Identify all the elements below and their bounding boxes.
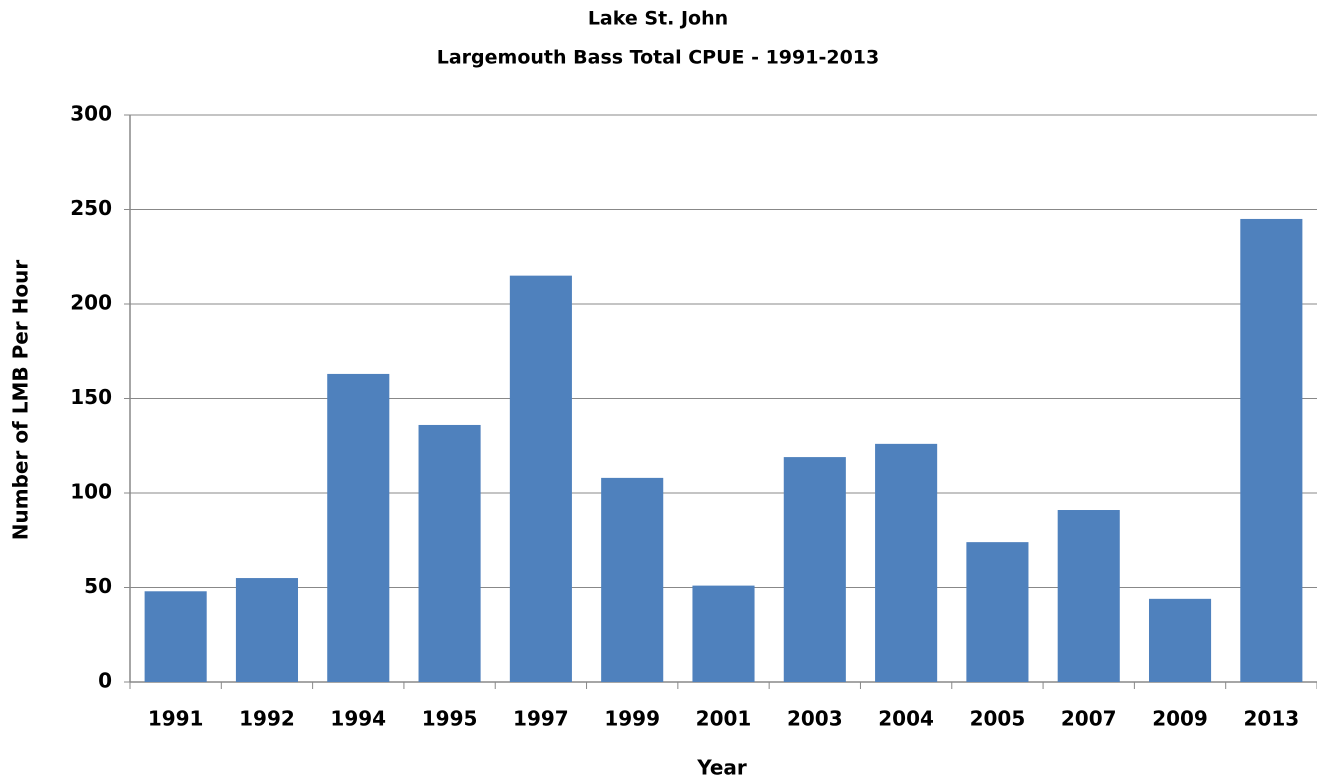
bar (1057, 510, 1120, 682)
y-tick-label: 0 (98, 669, 112, 693)
bar (144, 591, 207, 682)
x-tick-label: 2007 (1061, 707, 1117, 731)
x-tick-label: 1995 (422, 707, 478, 731)
bar (601, 477, 664, 682)
y-axis-title: Number of LMB Per Hour (9, 260, 33, 541)
x-tick-label: 1997 (513, 707, 569, 731)
x-axis-title: Year (696, 756, 747, 780)
bar (1148, 598, 1212, 682)
y-tick-label: 150 (70, 385, 112, 409)
bar (327, 373, 390, 682)
bar (235, 578, 299, 682)
bar (966, 542, 1029, 682)
x-tick-label: 1999 (604, 707, 660, 731)
y-tick-label: 100 (70, 480, 112, 504)
x-tick-label: 2001 (696, 707, 752, 731)
y-tick-label: 300 (70, 102, 112, 126)
chart-title: Lake St. John (588, 8, 728, 30)
bar (418, 424, 481, 682)
x-tick-label: 1994 (330, 707, 386, 731)
y-tick-label: 200 (70, 291, 112, 315)
y-tick-label: 50 (84, 574, 112, 598)
x-tick-label: 1991 (148, 707, 204, 731)
x-tick-label: 2005 (970, 707, 1026, 731)
bar (692, 585, 755, 682)
x-tick-label: 2013 (1244, 707, 1300, 731)
x-tick-label: 2009 (1152, 707, 1208, 731)
x-tick-label: 2004 (878, 707, 934, 731)
y-tick-label: 250 (70, 196, 112, 220)
bar (783, 457, 846, 682)
x-tick-label: 2003 (787, 707, 843, 731)
x-tick-label: 1992 (239, 707, 295, 731)
chart-subtitle: Largemouth Bass Total CPUE - 1991-2013 (437, 47, 879, 69)
bar (509, 275, 572, 682)
bar (875, 443, 938, 682)
bar (1240, 218, 1303, 682)
